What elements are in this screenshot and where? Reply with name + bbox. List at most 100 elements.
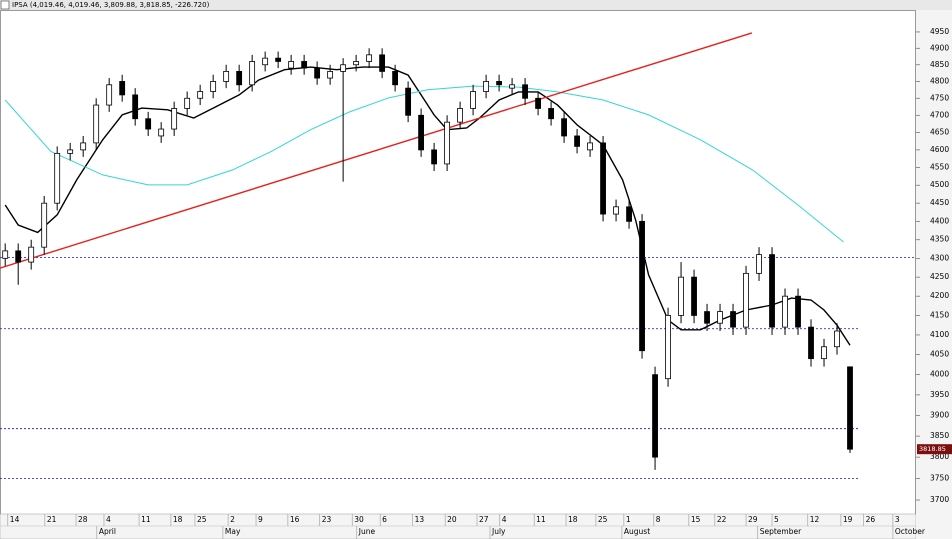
x-tick-label: 15 (691, 515, 701, 524)
candle-body (132, 94, 139, 120)
candle-body (106, 84, 113, 106)
y-tick-label: 4300 (930, 253, 949, 262)
candle-body (223, 71, 230, 82)
candle-body (834, 330, 840, 348)
month-label: October (895, 527, 926, 536)
candle-body (405, 87, 412, 116)
x-tick-label: 30 (354, 515, 364, 524)
y-tick-label: 4200 (930, 291, 949, 300)
x-axis-strip (0, 513, 917, 539)
candle-body (288, 61, 295, 69)
x-tick-label: 4 (106, 515, 111, 524)
x-tick-label: 23 (322, 515, 332, 524)
candle-body (509, 84, 515, 89)
x-tick-label: 12 (810, 515, 820, 524)
x-tick-label: 18 (173, 515, 183, 524)
y-tick-label: 4750 (930, 93, 949, 102)
x-tick-label: 16 (290, 515, 300, 524)
candle-body (418, 114, 425, 151)
candle-body (821, 346, 827, 360)
x-tick-label: 5 (774, 515, 779, 524)
candle-body (678, 276, 684, 316)
y-tick-label: 3700 (930, 495, 949, 504)
candle-body (15, 250, 22, 263)
month-label: April (99, 527, 116, 536)
candle-body (249, 61, 256, 86)
y-tick-label: 4950 (930, 27, 949, 36)
x-tick-label: 27 (479, 515, 489, 524)
month-label: August (624, 527, 650, 536)
y-tick-label: 3850 (930, 431, 949, 440)
plot-area (0, 32, 915, 479)
y-tick-label: 4900 (930, 43, 949, 52)
candle-body (158, 128, 165, 137)
x-tick-label: 25 (598, 515, 608, 524)
candle-body (665, 315, 671, 380)
month-label: July (491, 527, 506, 536)
candle-body (262, 57, 269, 66)
candle-body (652, 374, 658, 458)
candle-body (366, 54, 373, 62)
candle-body (340, 64, 347, 72)
x-tick-label: 20 (447, 515, 457, 524)
candle-body (574, 135, 580, 147)
x-tick-label: 29 (748, 515, 758, 524)
x-tick-label: 11 (536, 515, 546, 524)
candle-body (197, 91, 204, 99)
candle-body (847, 366, 853, 450)
y-tick-label: 3950 (930, 390, 949, 399)
y-tick-label: 3800 (930, 452, 949, 461)
candle-body (808, 326, 814, 360)
candle-body (93, 104, 100, 144)
candle-body (548, 108, 554, 120)
last-price-label: 3818.85 (919, 445, 946, 453)
candle-body (704, 311, 710, 324)
x-tick-label: 19 (843, 515, 853, 524)
candle-body (392, 71, 399, 86)
x-tick-label: 11 (141, 515, 151, 524)
x-tick-label: 6 (382, 515, 387, 524)
header-bar (0, 0, 952, 10)
y-tick-label: 4350 (930, 235, 949, 244)
y-tick-label: 4450 (930, 198, 949, 207)
moving-average (4, 66, 851, 346)
candle-body (379, 54, 386, 72)
x-tick-label: 1 (626, 515, 631, 524)
candle-body (444, 121, 451, 165)
candle-body (41, 202, 48, 248)
candle-body (535, 97, 541, 109)
y-tick-label: 4550 (930, 162, 949, 171)
y-tick-label: 4100 (930, 330, 949, 339)
candle-body (119, 81, 126, 96)
y-tick-label: 3900 (930, 410, 949, 419)
chart-title: IPSA (4,019.46, 4,019.46, 3,809.88, 3,81… (12, 1, 210, 9)
y-tick-label: 4700 (930, 110, 949, 119)
y-tick-label: 4650 (930, 127, 949, 136)
y-tick-label: 4500 (930, 180, 949, 189)
x-tick-label: 21 (47, 515, 57, 524)
candle-body (717, 311, 723, 324)
candle-body (301, 61, 308, 69)
x-tick-label: 8 (656, 515, 661, 524)
candle-body (769, 254, 775, 328)
candle-body (613, 206, 619, 215)
candle-body (756, 254, 762, 274)
candle-body (275, 57, 282, 62)
y-tick-label: 4000 (930, 370, 949, 379)
candle-body (639, 220, 645, 352)
candle-body (743, 272, 749, 328)
x-tick-label: 3 (895, 515, 900, 524)
candle-body (496, 81, 502, 86)
x-tick-label: 4 (502, 515, 507, 524)
x-tick-label: 26 (866, 515, 876, 524)
candle-body (171, 108, 178, 130)
candle-body (522, 84, 528, 99)
x-tick-label: 14 (10, 515, 20, 524)
candle-body (210, 81, 217, 92)
x-tick-label: 18 (568, 515, 578, 524)
candle-body (80, 142, 87, 151)
candle-body (431, 149, 438, 165)
candle-body (54, 152, 61, 204)
candle-body (470, 91, 476, 109)
